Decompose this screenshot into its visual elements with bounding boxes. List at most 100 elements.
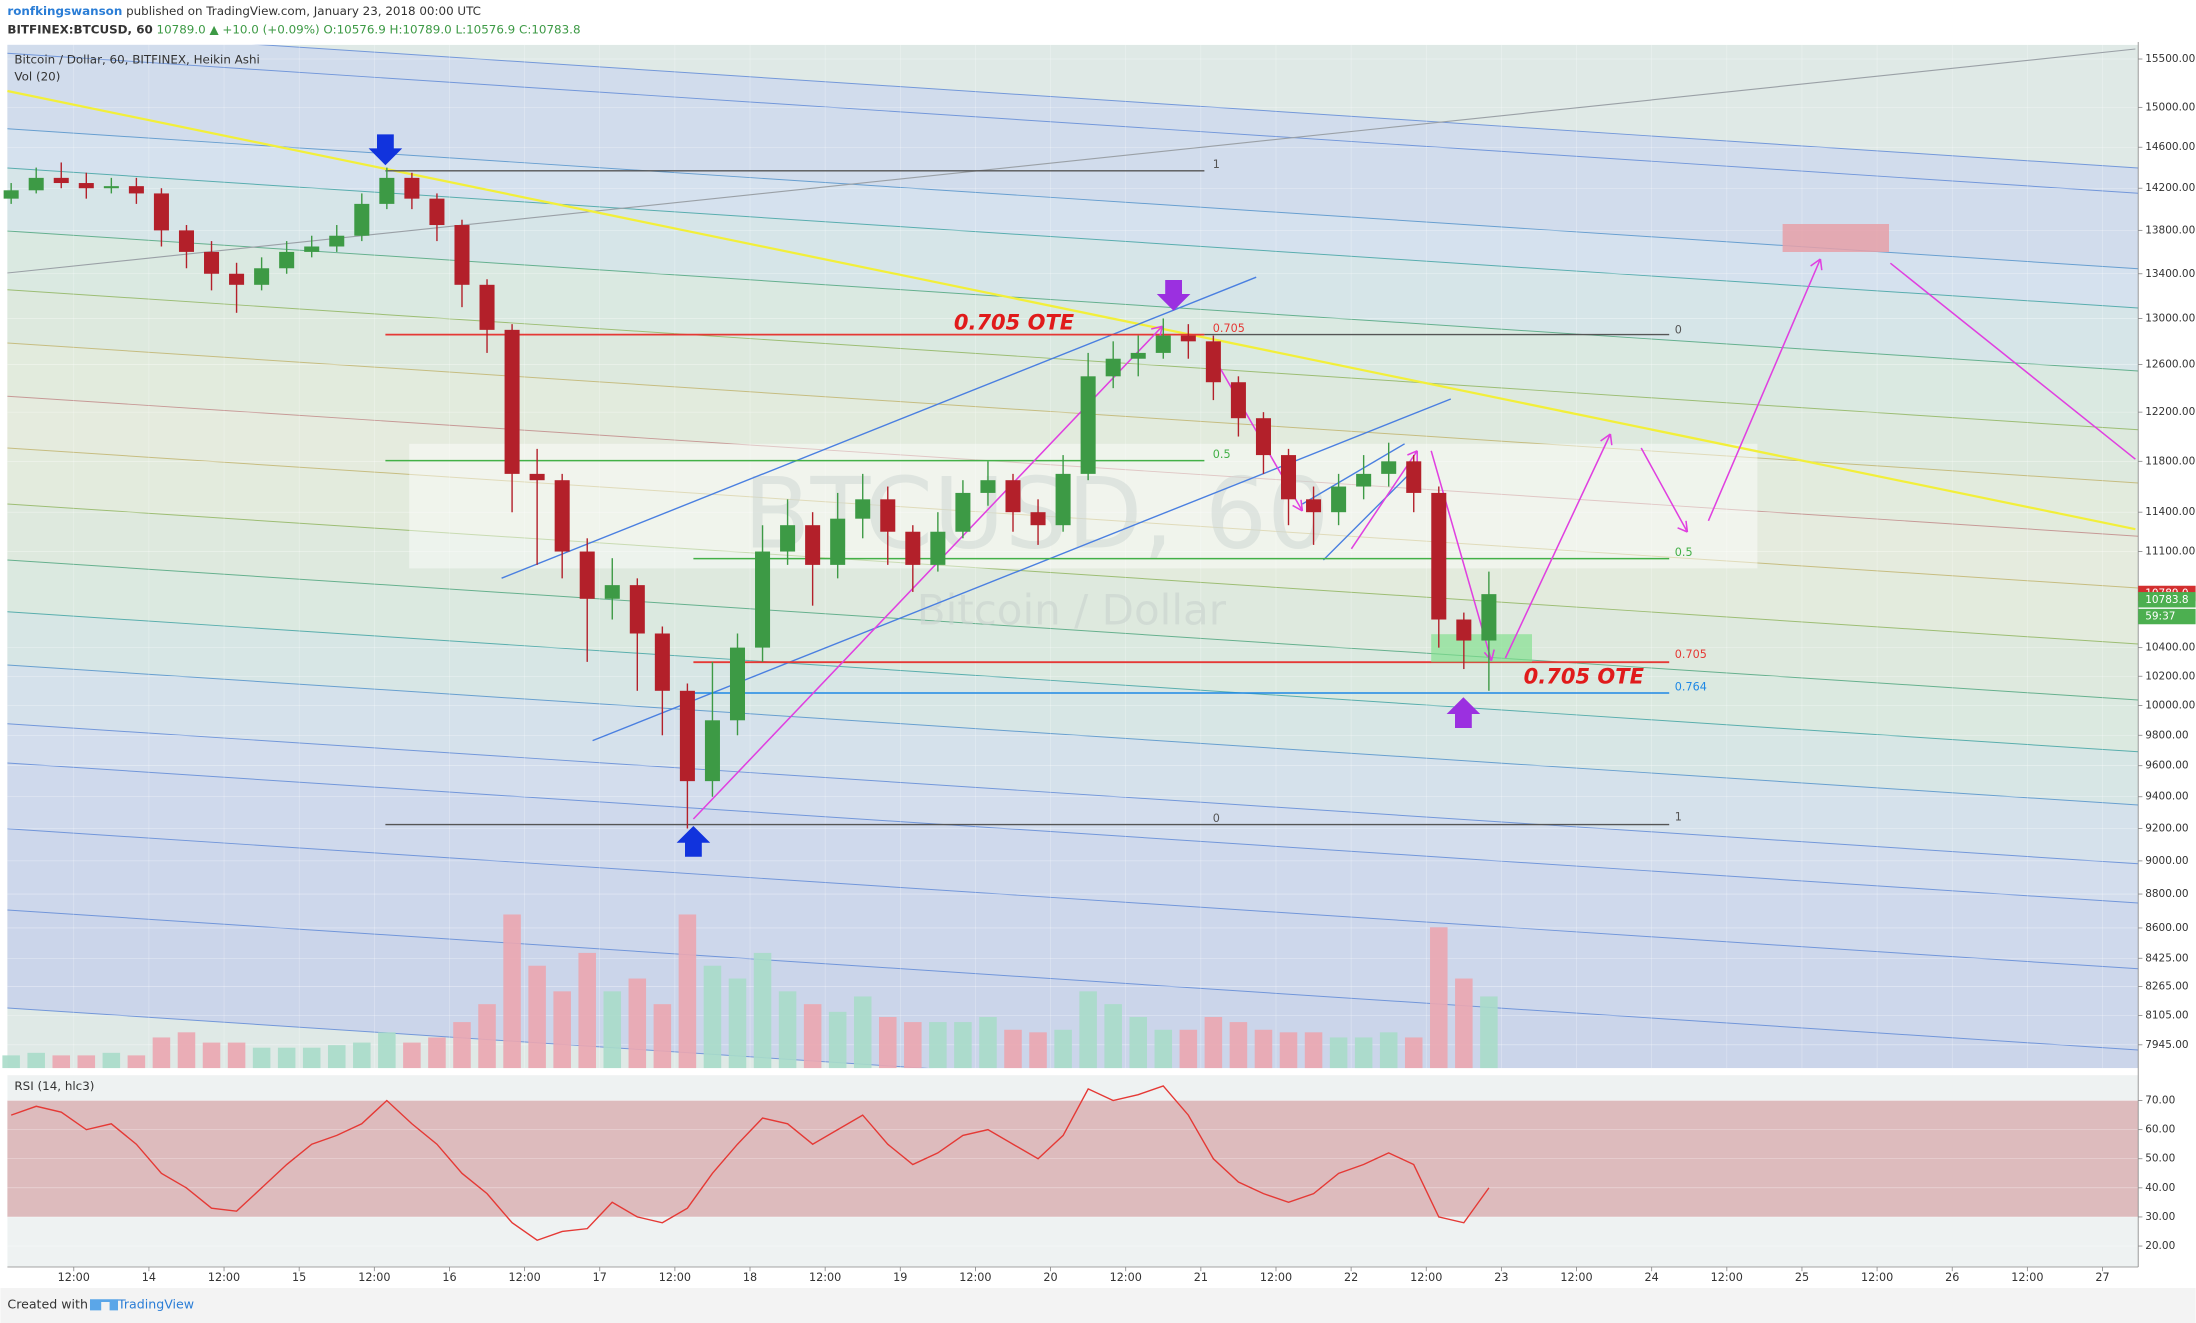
candle-body (529, 473, 545, 481)
band-line (7, 342, 2139, 484)
y-tick-label: 14200.00 (2145, 182, 2195, 194)
band (7, 231, 2139, 430)
volume-bar (1480, 996, 1498, 1069)
y-tick-label: 11100.00 (2145, 546, 2195, 558)
volume (2, 914, 1498, 1069)
volume-bar (728, 978, 747, 1069)
x-tick-label: 20 (1043, 1271, 1057, 1284)
candle-body (830, 518, 846, 565)
arrow-up (676, 826, 711, 857)
volume-bar (1154, 1029, 1173, 1069)
volume-bar (853, 996, 872, 1069)
volume-bar (929, 1022, 947, 1069)
volume-bar (1455, 978, 1473, 1069)
x-tick-label: 12:00 (58, 1271, 90, 1284)
published: published on TradingView.com, January 23… (126, 4, 481, 18)
y-tick-label: 9400.00 (2145, 791, 2188, 803)
volume-bar (177, 1032, 196, 1069)
band-line (7, 27, 2139, 169)
candle-body (1230, 382, 1246, 419)
symbol: BITFINEX:BTCUSD, 60 (7, 22, 152, 36)
volume-bar (1279, 1032, 1298, 1069)
trend-line (7, 89, 2136, 531)
y-tick-label: 9200.00 (2145, 822, 2188, 834)
x-tick-label: 24 (1645, 1271, 1659, 1284)
volume-bar (1079, 991, 1097, 1069)
x-tick-label: 27 (2095, 1271, 2109, 1284)
candle-body (1205, 341, 1221, 383)
y-tick-label: 14600.00 (2145, 141, 2195, 153)
volume-bar (1430, 927, 1448, 1069)
band (7, 504, 2139, 700)
channel-line (501, 276, 1257, 579)
volume-bar (202, 1042, 221, 1069)
candle-body (103, 186, 119, 189)
x-tick-label: 25 (1795, 1271, 1809, 1284)
candle-body (1005, 480, 1021, 513)
fib-label: 0.5 (1675, 546, 1693, 559)
candle-body (1381, 461, 1397, 474)
band-line (7, 611, 2139, 753)
volume-bar (1104, 1004, 1122, 1069)
candles (3, 162, 1497, 829)
band-line (7, 447, 2139, 589)
rsi-tick-label: 20.00 (2145, 1240, 2175, 1252)
footer (0, 1288, 2196, 1323)
band-line (7, 762, 2139, 904)
rsi-pane (7, 1075, 2139, 1267)
candle-body (128, 186, 144, 194)
band (7, 396, 2139, 588)
footer-brand[interactable]: TradingView (117, 1296, 194, 1311)
candle-body (454, 225, 470, 285)
y-tick-label: 13000.00 (2145, 312, 2195, 324)
volume-label: Vol (20) (14, 70, 60, 84)
volume-bar (1379, 1032, 1398, 1069)
channel-line (1322, 468, 1415, 561)
y-tick-label: 9800.00 (2145, 729, 2188, 741)
y-tick-label: 8425.00 (2145, 952, 2188, 964)
band-line (7, 52, 2139, 194)
target-box (1782, 224, 1889, 252)
countdown: 59:37 (2145, 611, 2175, 623)
pane-gap (0, 1068, 2196, 1076)
y-tick-label: 8600.00 (2145, 922, 2188, 934)
y-tick-label: 10000.00 (2145, 699, 2195, 711)
y-tick-label: 8800.00 (2145, 888, 2188, 900)
band (7, 665, 2139, 864)
volume-bar (1129, 1016, 1147, 1069)
candle-body (1255, 418, 1271, 456)
countdown-box (2138, 608, 2196, 625)
volume-bar (102, 1052, 121, 1069)
candle-body (1431, 492, 1447, 620)
x-tick-label: 12:00 (1560, 1271, 1592, 1284)
rsi-line (10, 1085, 1490, 1242)
volume-bar (954, 1022, 972, 1069)
y-tick-label: 9000.00 (2145, 855, 2188, 867)
change: ▲ +10.0 (+0.09%) (209, 22, 319, 36)
candle-body (53, 177, 69, 184)
band (7, 448, 2139, 644)
y-tick-label: 8265.00 (2145, 981, 2188, 993)
x-tick-label: 12:00 (809, 1271, 841, 1284)
volume-bar (2, 1055, 20, 1069)
volume-bar (528, 965, 546, 1069)
candle-body (429, 198, 445, 226)
volume-bar (27, 1052, 45, 1069)
ote-label: 0.705 OTE (1524, 665, 1645, 689)
volume-bar (77, 1055, 96, 1069)
y-tick-label: 15000.00 (2145, 101, 2195, 113)
band (7, 28, 2139, 194)
candle-body (629, 585, 645, 634)
y-tick-label: 13800.00 (2145, 224, 2195, 236)
x-tick-label: 12:00 (508, 1271, 540, 1284)
volume-bar (1229, 1022, 1248, 1069)
volume-bar (578, 952, 596, 1069)
author[interactable]: ronfkingswanson (7, 4, 122, 18)
candle-body (1080, 376, 1096, 474)
fib-label: 0.705 (1675, 648, 1707, 661)
band-line (7, 503, 2139, 645)
x-tick-label: 12:00 (659, 1271, 691, 1284)
candle-body (354, 203, 370, 236)
candle-body (880, 499, 896, 532)
arrow (1889, 262, 2136, 460)
